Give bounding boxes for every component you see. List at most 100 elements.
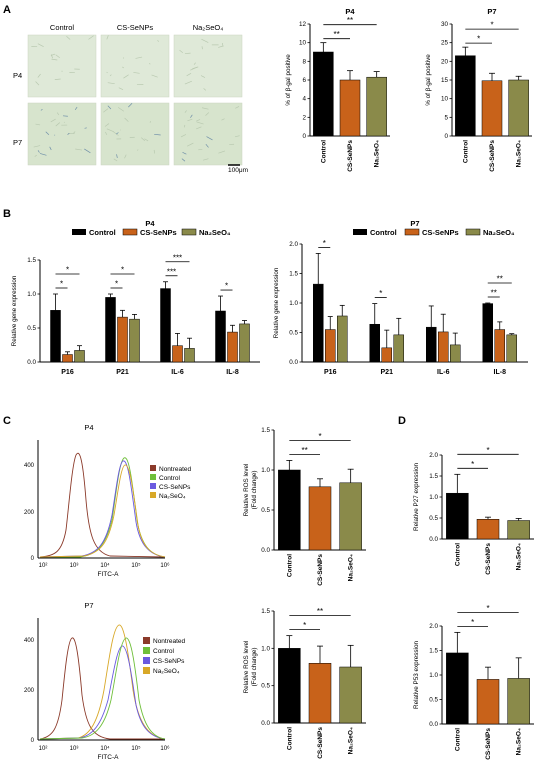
bar [446,652,469,725]
micrograph-image [27,34,97,98]
flow-p7-legend-na2seo4: Na₂SeO₄ [153,668,180,675]
chart-title: P7 [487,7,496,16]
cell-texture [84,148,91,154]
bar [313,51,334,137]
flow-p7-curve-control [39,624,166,740]
cell-texture [49,146,52,151]
chart-b_p4: 0.0 0.5 1.0 1.5 Relative gene expression P4 P1… [11,219,260,376]
y-axis-label-line: (Fold change) [251,471,258,510]
y-tick-label: 0.0 [289,359,298,366]
cell-texture [154,133,161,136]
y-axis-label-line: (Fold change) [251,648,258,687]
bar [117,316,128,363]
cell-texture [196,121,204,125]
cell-texture [205,112,210,116]
y-tick-label: 0.0 [429,721,438,728]
cell-texture [37,43,44,48]
legend-label-cs-senps-p7: CS-SeNPs [422,228,459,237]
significance-label: * [379,289,382,298]
significance-label: * [318,432,321,441]
category-label: P21 [116,369,129,376]
flow-p4-legend-cs-senps: CS-SeNPs [159,484,191,491]
y-tick-label: 6 [302,77,306,84]
y-axis-label: % of β-gal positive [425,54,432,106]
flow-p4-xtick-2: 10⁴ [100,562,110,569]
legend-swatch-control [72,229,86,235]
cell-texture [123,74,129,79]
cell-texture [196,119,201,122]
cell-texture [106,35,109,40]
y-tick-label: 1.5 [429,473,438,480]
y-axis-label: Relative P27 expression [413,463,420,531]
flow-p7-ytick-400: 400 [24,638,35,644]
cell-texture [107,82,115,85]
flow-p7-xtick-0: 10² [39,746,48,752]
flow-p4-ytick-200: 200 [24,510,35,516]
chart-d_p53: 0.0 0.5 1.0 1.5 2.0 Relative P53 expression Co… [413,604,534,760]
y-tick-label: 8 [302,58,306,65]
legend-label-cs-senps: CS-SeNPs [140,228,177,237]
flow-p7-title: P7 [84,601,93,610]
cell-texture [51,58,58,61]
flow-p7-legend-swatch-nontreated [143,637,150,644]
y-tick-label: 1.0 [27,291,36,298]
y-tick-label: 0.5 [27,325,36,332]
y-tick-label: 0 [444,133,448,140]
flow-p4-xtick-0: 10² [39,563,48,569]
bar [393,334,404,363]
cell-texture [184,110,187,113]
bar [476,679,500,725]
cell-texture [187,142,194,147]
significance-label: * [121,266,124,275]
y-tick-label: 4 [302,96,306,103]
significance-label: * [323,239,326,248]
micrograph-image [100,102,170,166]
y-tick-label: 12 [299,21,307,28]
micrograph-tile [100,102,170,166]
chart-title: P7 [410,219,419,228]
bar [506,334,517,363]
y-tick-label: 0.5 [429,515,438,522]
flow-histogram-p7: P7 0 200 400 10² 10³ 10⁴ 10⁵ 10⁶ FITC-A … [24,601,186,761]
chart-a_p7: 0 5 10 15 20 25 30 % of β-gal positive P7 Control… [425,7,532,172]
cell-texture [202,158,209,161]
category-label: CS-SeNPs [317,727,324,759]
bar [481,80,503,137]
y-axis-label: Relative ROS level(Fold change) [243,641,258,694]
category-label: CS-SeNPs [485,543,492,575]
flow-p4-title: P4 [84,423,93,432]
y-tick-label: 0.0 [261,720,270,727]
y-axis-label: % of β-gal positive [285,54,292,106]
flow-p4-ytick-0: 0 [31,556,35,562]
cell-texture [33,145,41,148]
legend-label-control: Control [89,228,116,237]
y-axis-label: Relative ROS level(Fold change) [243,464,258,517]
category-label: Na₂SeO₄ [516,728,523,755]
cell-texture [144,138,149,142]
cell-texture [75,148,83,151]
y-tick-label: 0.5 [289,330,298,337]
y-tick-label: 25 [441,40,449,47]
cell-texture [135,56,143,59]
y-tick-label: 1.0 [289,300,298,307]
bar [455,55,476,137]
category-label: Control [462,140,469,163]
significance-label: *** [167,267,176,276]
cell-texture [124,154,127,159]
category-label: CS-SeNPs [489,140,496,172]
panel-letter-c: C [3,415,11,427]
y-axis-label-line: Relative ROS level [243,464,250,517]
cell-texture [187,118,193,122]
chart-d_p27: 0.0 0.5 1.0 1.5 2.0 Relative P27 expression Co… [413,446,534,575]
category-label: Na₂SeO₄ [516,543,523,570]
micrograph-row-label-p4: P4 [13,71,22,80]
cell-texture [37,150,40,153]
bar [278,469,301,551]
category-label: CS-SeNPs [317,554,324,586]
legend-label-na2seo4: Na₂SeO₄ [199,228,231,237]
category-label: CS-SeNPs [347,140,354,172]
cell-texture [67,133,70,135]
cell-texture [109,74,112,77]
micrograph-row-label-p7: P7 [13,138,22,147]
bar [450,344,461,363]
